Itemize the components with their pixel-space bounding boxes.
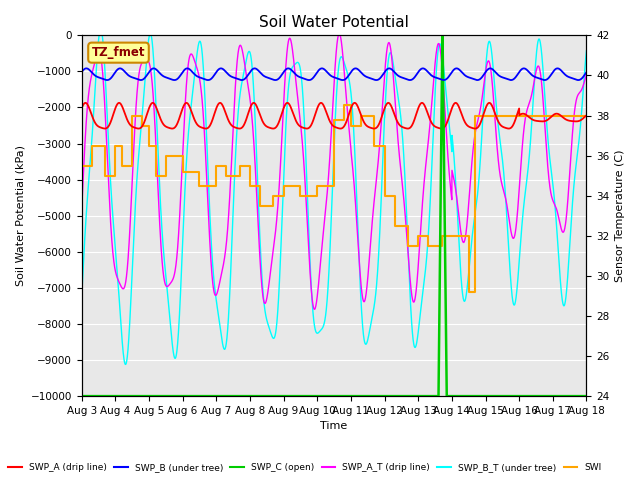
Y-axis label: Soil Water Potential (kPa): Soil Water Potential (kPa) bbox=[15, 145, 25, 286]
Text: TZ_fmet: TZ_fmet bbox=[92, 46, 145, 59]
Y-axis label: Sensor Temperature (C): Sensor Temperature (C) bbox=[615, 149, 625, 282]
X-axis label: Time: Time bbox=[321, 421, 348, 432]
Legend: SWP_A (drip line), SWP_B (under tree), SWP_C (open), SWP_A_T (drip line), SWP_B_: SWP_A (drip line), SWP_B (under tree), S… bbox=[4, 459, 605, 476]
Title: Soil Water Potential: Soil Water Potential bbox=[259, 15, 409, 30]
